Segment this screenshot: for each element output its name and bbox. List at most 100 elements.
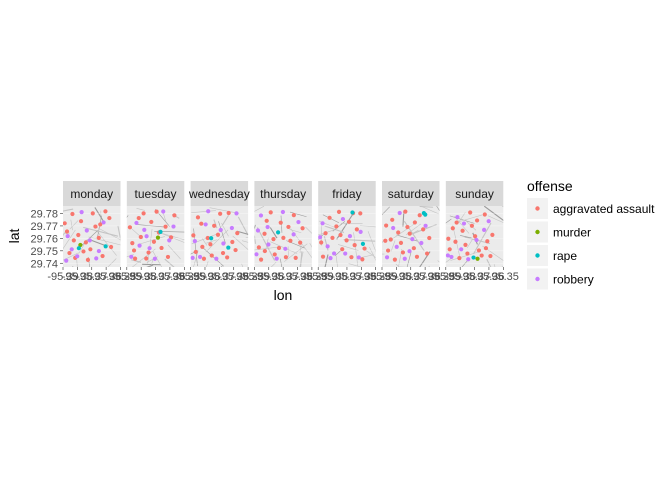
data-point [412,220,417,225]
data-point [209,236,214,241]
x-tick-label: -95.38 [253,271,284,283]
data-point [71,238,76,243]
y-axis-title: lat [6,229,22,244]
data-point [108,244,114,250]
data-point [206,209,211,214]
data-point [96,248,101,254]
data-point [320,254,326,259]
data-point [218,227,223,233]
data-point [191,233,196,238]
data-point [96,235,101,240]
x-tick-label: -95.39 [303,271,334,283]
data-point [137,243,142,248]
data-point [163,224,168,229]
data-point [101,220,106,225]
data-point [197,254,203,260]
data-point [325,244,330,249]
data-point [94,256,99,261]
data-point [450,226,455,231]
data-point [134,220,139,226]
data-point [338,232,343,238]
x-tick-label: -95.37 [395,271,426,283]
data-point [318,235,323,240]
data-point [463,242,468,247]
x-tick-label: -95.39 [239,271,270,283]
data-point [383,238,388,243]
data-point [320,221,325,226]
data-point [358,229,363,234]
y-tick-label: 29.74 [30,258,58,270]
x-tick-label: -95.35 [169,271,200,283]
data-point [141,211,146,216]
data-point [67,250,72,256]
facet-strip-label: thursday [260,187,306,201]
data-point [283,246,288,251]
data-point [154,209,159,214]
data-point [107,215,112,221]
data-point [481,227,487,233]
x-tick-label: -95.36 [473,271,504,283]
data-point [200,244,205,249]
data-point [258,257,264,262]
x-tick-label: -95.37 [76,271,107,283]
data-point [407,231,412,236]
data-point [193,249,198,255]
data-point [362,246,367,251]
data-point [100,253,105,259]
basemap-streets [382,206,440,267]
data-point [265,224,270,230]
x-tick-label: -95.38 [381,271,412,283]
basemap [382,206,440,267]
data-point [455,214,460,220]
data-point [347,234,353,239]
data-point [360,241,366,246]
data-point [262,231,267,236]
data-point [158,229,163,234]
data-point [298,240,303,245]
data-point [400,250,406,255]
facet-strip [190,181,249,206]
data-point [81,249,86,254]
data-point [485,239,490,244]
data-point [225,255,230,260]
data-point [486,219,491,224]
data-point [336,209,342,214]
data-point [281,235,286,240]
data-point [266,242,271,247]
data-point [132,256,138,261]
data-point [142,227,147,233]
data-point [131,248,137,253]
data-point [76,246,81,251]
data-point [468,210,473,215]
data-point [461,221,467,226]
data-point [129,254,134,259]
data-point [212,223,217,228]
data-point [64,258,69,263]
data-point [388,237,393,242]
basemap-streets [445,206,504,267]
data-point [385,248,391,253]
data-point [356,255,361,260]
x-tick-label: -95.36 [91,271,122,283]
facet-strip-label: wednesday [188,187,250,201]
x-tick-label: -95.39 [47,271,78,283]
data-point [264,218,269,223]
data-point [423,212,428,217]
data-point [98,222,103,227]
data-point [256,245,261,250]
data-point [171,224,176,229]
x-tick-label: -95.36 [154,271,185,283]
data-point [323,231,328,236]
legend-swatch [535,229,540,235]
data-point [405,224,410,230]
x-tick-label: -95.37 [331,271,362,283]
basemap-streets [190,207,249,267]
data-point [275,230,281,235]
data-point [276,245,282,251]
data-point [291,232,296,237]
data-point [352,242,357,248]
data-point [78,242,83,248]
data-point [283,255,289,260]
data-point [76,232,81,238]
facet-panel-saturday: saturday -95.39-95.38-95.37-95.36-95.35 [366,181,455,283]
